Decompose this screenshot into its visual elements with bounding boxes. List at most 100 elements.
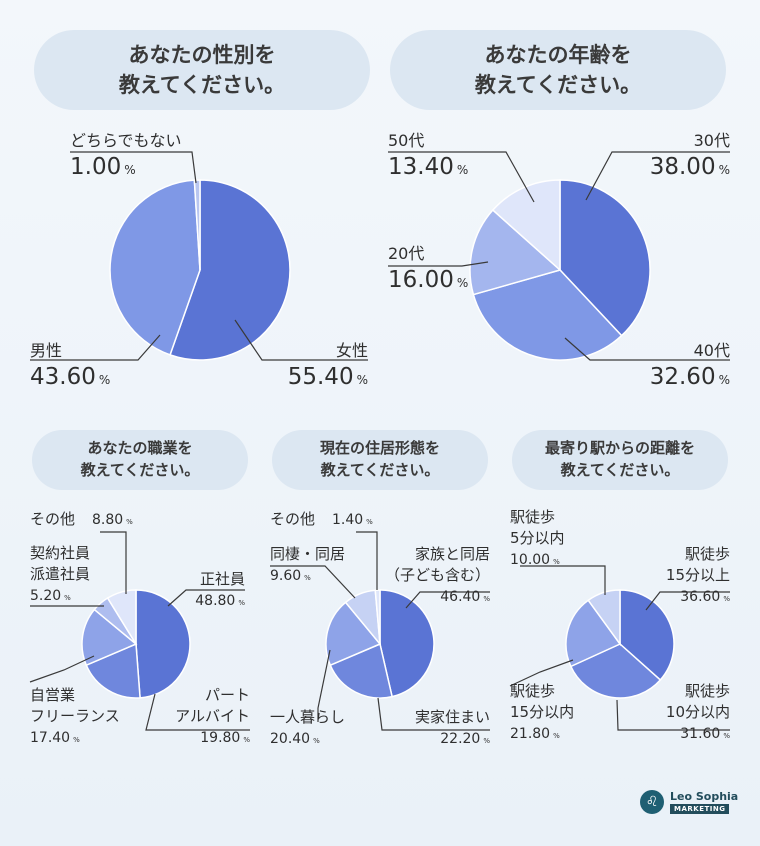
housing-percent-2: 20.40% <box>270 731 320 747</box>
distance-leader-line-3 <box>520 565 606 595</box>
housing-label-3-0: 同棲・同居 <box>270 545 345 563</box>
housing-leader-line-4 <box>356 531 378 590</box>
distance-slice-3 <box>587 589 621 647</box>
brand-name: Leo Sophia <box>670 790 739 803</box>
distance-label-2-1: 15分以内 <box>510 703 574 721</box>
age-slice-3 <box>491 179 561 272</box>
distance-label-1-1: 10分以内 <box>666 703 730 721</box>
housing-pie-chart: 家族と同居 （子ども含む） 46.40 % 実家住まい 22.20 % 一人暮らし 20.40%… <box>270 510 490 747</box>
age-percent-3: 13.40% <box>388 154 468 180</box>
question-distance: 最寄り駅からの距離を 教えてください。 <box>512 430 728 490</box>
gender-leader-line-0 <box>234 319 368 361</box>
housing-percent-1: 22.20% <box>440 731 490 747</box>
distance-label-2-0: 駅徒歩 <box>510 682 555 700</box>
housing-slice-1 <box>329 642 394 699</box>
age-leader-line-2 <box>388 261 489 267</box>
question-age-line2: 教えてください。 <box>474 73 642 97</box>
housing-percent-4: 1.40% <box>332 512 373 528</box>
distance-label-3-0: 駅徒歩 <box>510 508 555 526</box>
question-housing-line2: 教えてください。 <box>320 461 440 479</box>
question-gender: あなたの性別を 教えてください。 <box>34 30 370 110</box>
job-label-4-0: その他 <box>30 510 75 528</box>
age-label-2-0: 20代 <box>388 244 424 263</box>
gender-label-2-0: どちらでもない <box>70 131 182 150</box>
question-job-line2: 教えてください。 <box>80 461 200 479</box>
job-slice-4 <box>106 589 137 647</box>
age-pie-chart: 30代 38.00 % 40代 32.60 % 20代 16.00 % 50代 13.40% <box>388 131 730 390</box>
gender-pie-chart: 女性 55.40 % 男性 43.60 % どちらでもない 1.00% <box>30 131 368 390</box>
question-age: あなたの年齢を 教えてください。 <box>390 30 726 110</box>
question-housing: 現在の住居形態を 教えてください。 <box>272 430 488 490</box>
age-label-3-0: 50代 <box>388 131 424 150</box>
gender-percent-0: 55.40% <box>288 364 368 390</box>
distance-percent-0: 36.60% <box>680 589 730 605</box>
housing-slice-2 <box>325 601 382 667</box>
distance-label-0-0: 駅徒歩 <box>685 545 730 563</box>
age-percent-2: 16.00% <box>388 267 468 293</box>
distance-percent-2: 21.80% <box>510 726 560 742</box>
question-job: あなたの職業を 教えてください。 <box>32 430 248 490</box>
age-leader-line-3 <box>388 151 535 203</box>
brand-tag: MARKETING <box>670 804 730 814</box>
gender-label-1-0: 男性 <box>30 341 62 360</box>
job-label-3-1: 派遣社員 <box>30 565 90 583</box>
job-slice-2 <box>81 608 138 667</box>
distance-percent-3: 10.00% <box>510 552 560 568</box>
age-slice-0 <box>559 179 651 337</box>
housing-leader-line-1 <box>377 697 490 731</box>
question-gender-line1: あなたの性別を <box>128 42 276 67</box>
job-percent-1: 19.80% <box>200 730 250 746</box>
job-label-2-0: 自営業 <box>30 686 75 704</box>
age-percent-1: 32.60% <box>650 364 730 390</box>
housing-percent-3: 9.60% <box>270 568 311 584</box>
distance-percent-1: 31.60% <box>680 726 730 742</box>
lion-head-icon: ♌ <box>640 790 664 814</box>
gender-slice-1 <box>109 179 201 356</box>
distance-leader-line-0 <box>645 591 730 611</box>
housing-label-0-0: 家族と同居 <box>415 545 490 563</box>
job-label-1-0: パート <box>205 686 250 704</box>
housing-percent-0: 46.40% <box>440 589 490 605</box>
question-distance-line2: 教えてください。 <box>560 461 680 479</box>
job-leader-line-1 <box>145 693 250 731</box>
gender-percent-2: 1.00% <box>70 154 136 180</box>
housing-label-2-0: 一人暮らし <box>270 708 345 726</box>
job-leader-line-2 <box>29 655 95 683</box>
distance-label-1-0: 駅徒歩 <box>685 682 730 700</box>
age-slice-1 <box>472 269 623 361</box>
age-slice-2 <box>469 208 562 296</box>
job-percent-4: 8.80% <box>92 512 133 528</box>
housing-slice-0 <box>379 589 435 698</box>
housing-label-1-0: 実家住まい <box>415 708 490 726</box>
housing-slice-4 <box>374 589 381 645</box>
housing-leader-line-0 <box>405 591 490 609</box>
question-housing-line1: 現在の住居形態を <box>319 439 440 458</box>
gender-leader-line-2 <box>70 151 197 184</box>
gender-leader-line-1 <box>30 334 161 361</box>
age-percent-0: 38.00% <box>650 154 730 180</box>
gender-slice-2 <box>193 179 201 271</box>
job-percent-3: 5.20% <box>30 588 71 604</box>
job-label-1-1: アルバイト <box>175 707 250 725</box>
housing-label-0-1: （子ども含む） <box>385 566 490 584</box>
distance-pie-chart: 駅徒歩 15分以上 36.60 % 駅徒歩 10分以内 31.60 % 駅徒歩 15分以内 21.8… <box>509 508 730 742</box>
question-gender-line2: 教えてください。 <box>118 73 286 97</box>
brand-logo: ♌ Leo Sophia MARKETING <box>640 790 740 820</box>
distance-leader-line-2 <box>509 659 574 687</box>
housing-leader-line-2 <box>317 649 331 722</box>
gender-label-0-0: 女性 <box>336 341 368 360</box>
job-slice-1 <box>85 642 141 699</box>
age-label-1-0: 40代 <box>694 341 730 360</box>
job-label-2-1: フリーランス <box>30 707 120 725</box>
job-label-3-0: 契約社員 <box>30 544 90 562</box>
age-leader-line-0 <box>585 151 730 201</box>
distance-slice-1 <box>569 643 662 699</box>
job-percent-0: 48.80% <box>195 593 245 609</box>
housing-leader-line-3 <box>270 565 356 599</box>
job-leader-line-4 <box>100 531 127 594</box>
age-leader-line-1 <box>564 337 730 361</box>
job-percent-2: 17.40% <box>30 730 80 746</box>
gender-percent-1: 43.60% <box>30 364 110 390</box>
